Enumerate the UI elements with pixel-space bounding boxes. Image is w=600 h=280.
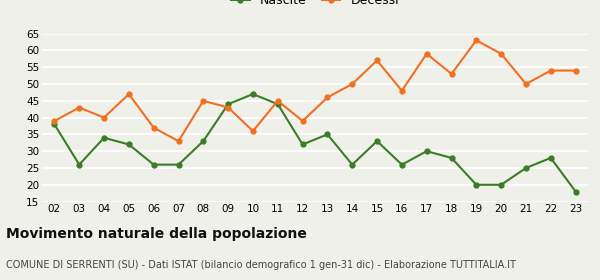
- Decessi: [398, 89, 406, 92]
- Nascite: [274, 102, 281, 106]
- Decessi: [299, 119, 306, 123]
- Decessi: [448, 72, 455, 76]
- Nascite: [324, 133, 331, 136]
- Decessi: [473, 39, 480, 42]
- Nascite: [547, 156, 554, 160]
- Nascite: [125, 143, 133, 146]
- Decessi: [200, 99, 207, 102]
- Decessi: [523, 82, 530, 86]
- Nascite: [373, 139, 380, 143]
- Nascite: [398, 163, 406, 166]
- Decessi: [572, 69, 579, 72]
- Decessi: [125, 92, 133, 96]
- Nascite: [473, 183, 480, 186]
- Text: COMUNE DI SERRENTI (SU) - Dati ISTAT (bilancio demografico 1 gen-31 dic) - Elabo: COMUNE DI SERRENTI (SU) - Dati ISTAT (bi…: [6, 260, 516, 270]
- Nascite: [200, 139, 207, 143]
- Decessi: [373, 59, 380, 62]
- Decessi: [274, 99, 281, 102]
- Nascite: [100, 136, 107, 139]
- Decessi: [175, 139, 182, 143]
- Decessi: [423, 52, 430, 55]
- Decessi: [250, 129, 257, 133]
- Nascite: [51, 123, 58, 126]
- Nascite: [250, 92, 257, 96]
- Nascite: [76, 163, 83, 166]
- Decessi: [349, 82, 356, 86]
- Nascite: [523, 166, 530, 170]
- Nascite: [299, 143, 306, 146]
- Decessi: [547, 69, 554, 72]
- Decessi: [150, 126, 157, 129]
- Legend: Nascite, Decessi: Nascite, Decessi: [226, 0, 404, 12]
- Nascite: [572, 190, 579, 193]
- Nascite: [423, 150, 430, 153]
- Line: Decessi: Decessi: [52, 38, 578, 144]
- Decessi: [497, 52, 505, 55]
- Decessi: [76, 106, 83, 109]
- Text: Movimento naturale della popolazione: Movimento naturale della popolazione: [6, 227, 307, 241]
- Decessi: [224, 106, 232, 109]
- Decessi: [100, 116, 107, 119]
- Nascite: [150, 163, 157, 166]
- Nascite: [448, 156, 455, 160]
- Nascite: [497, 183, 505, 186]
- Decessi: [324, 96, 331, 99]
- Nascite: [175, 163, 182, 166]
- Nascite: [224, 102, 232, 106]
- Nascite: [349, 163, 356, 166]
- Line: Nascite: Nascite: [52, 92, 578, 194]
- Decessi: [51, 119, 58, 123]
